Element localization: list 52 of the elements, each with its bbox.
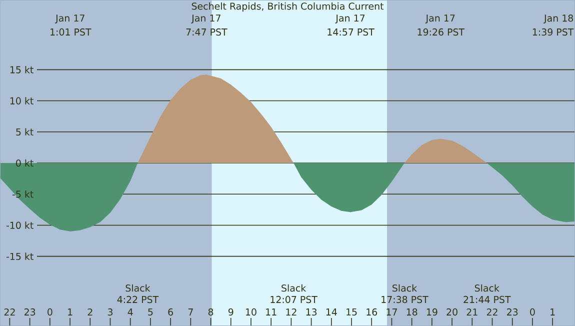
x-tick-label: 14 — [326, 308, 337, 316]
annotation: 14:57 PST — [328, 28, 374, 36]
x-tick-label: 6 — [168, 308, 173, 316]
annotation: Jan 17 — [335, 14, 365, 24]
x-tick-label: 19 — [426, 308, 438, 316]
x-tick-label: 4 — [128, 308, 133, 316]
x-tick-label: 9 — [228, 308, 234, 316]
annotation: 21:44 PST — [464, 296, 511, 304]
x-tick-label: 22 — [4, 308, 15, 316]
annotation: Jan 17 — [191, 14, 220, 24]
annotation: 17:38 PST — [382, 296, 428, 304]
annotation: Slack — [392, 284, 417, 292]
y-tick-label: -10 kt — [6, 222, 34, 229]
x-tick-label: 1 — [68, 308, 72, 316]
x-tick-label: 0 — [530, 308, 535, 316]
annotation: 4:22 PST — [117, 296, 159, 304]
x-tick-label: 21 — [466, 308, 478, 316]
x-tick-label: 18 — [406, 308, 418, 316]
x-tick-label: 23 — [24, 308, 36, 316]
x-tick-label: 0 — [48, 308, 52, 316]
x-tick-label: 20 — [446, 308, 458, 316]
y-tick-label: 15 kt — [10, 66, 34, 74]
annotation: Slack — [282, 284, 306, 292]
annotation: Jan 17 — [55, 14, 84, 24]
x-tick-label: 3 — [108, 308, 112, 316]
annotation: Slack — [126, 284, 150, 292]
x-tick-label: 23 — [507, 308, 518, 316]
y-tick-label: 5 kt — [16, 128, 34, 136]
annotation: 1:39 PST — [532, 28, 574, 36]
annotation: 19:26 PST — [418, 28, 465, 36]
annotation: 12:07 PST — [270, 296, 318, 304]
annotation: 1:01 PST — [50, 28, 92, 36]
chart-title: Sechelt Rapids, British Columbia Current — [192, 2, 384, 12]
annotation: Jan 17 — [425, 14, 455, 24]
x-tick-label: 22 — [486, 308, 498, 316]
x-tick-label: 7 — [188, 308, 193, 316]
y-tick-label: -15 kt — [6, 252, 34, 260]
x-tick-label: 8 — [208, 308, 214, 316]
x-tick-label: 2 — [88, 308, 92, 316]
y-tick-label: 10 kt — [10, 97, 34, 104]
x-tick-label: 1 — [550, 308, 555, 316]
x-tick-label: 12 — [286, 308, 296, 316]
annotation: 7:47 PST — [186, 28, 228, 36]
x-tick-label: 17 — [386, 308, 397, 316]
annotation: Jan 18 — [544, 14, 574, 24]
x-tick-label: 15 — [346, 308, 357, 316]
x-tick-label: 11 — [266, 308, 276, 316]
annotation: Slack — [474, 284, 500, 292]
x-tick-label: 13 — [306, 308, 317, 316]
x-tick-label: 5 — [148, 308, 153, 316]
x-tick-label: 16 — [366, 308, 378, 316]
x-tick-label: 10 — [246, 308, 256, 316]
